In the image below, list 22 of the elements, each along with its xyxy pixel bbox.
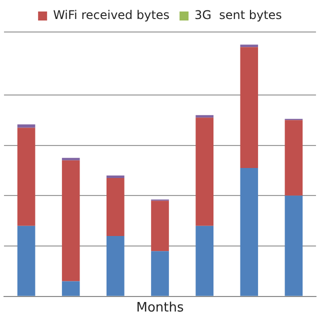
legend-label: WiFi received bytes bbox=[53, 8, 170, 22]
bar bbox=[106, 236, 124, 296]
bar bbox=[196, 118, 214, 226]
bar bbox=[151, 200, 169, 252]
bar bbox=[17, 128, 36, 226]
bar bbox=[62, 160, 80, 282]
bar bbox=[151, 251, 169, 296]
bar bbox=[106, 176, 124, 178]
bar bbox=[284, 120, 303, 196]
bar bbox=[62, 281, 80, 296]
x-axis-title: Months bbox=[136, 300, 184, 316]
bar bbox=[196, 226, 214, 296]
bar bbox=[196, 115, 214, 118]
bar bbox=[284, 196, 303, 296]
legend-label: 3G sent bytes bbox=[194, 8, 282, 22]
bar bbox=[240, 47, 258, 168]
bar bbox=[17, 226, 36, 296]
bar bbox=[240, 168, 258, 296]
bar bbox=[240, 44, 258, 48]
bar bbox=[62, 158, 80, 160]
bar bbox=[106, 178, 124, 236]
bar bbox=[17, 124, 36, 128]
